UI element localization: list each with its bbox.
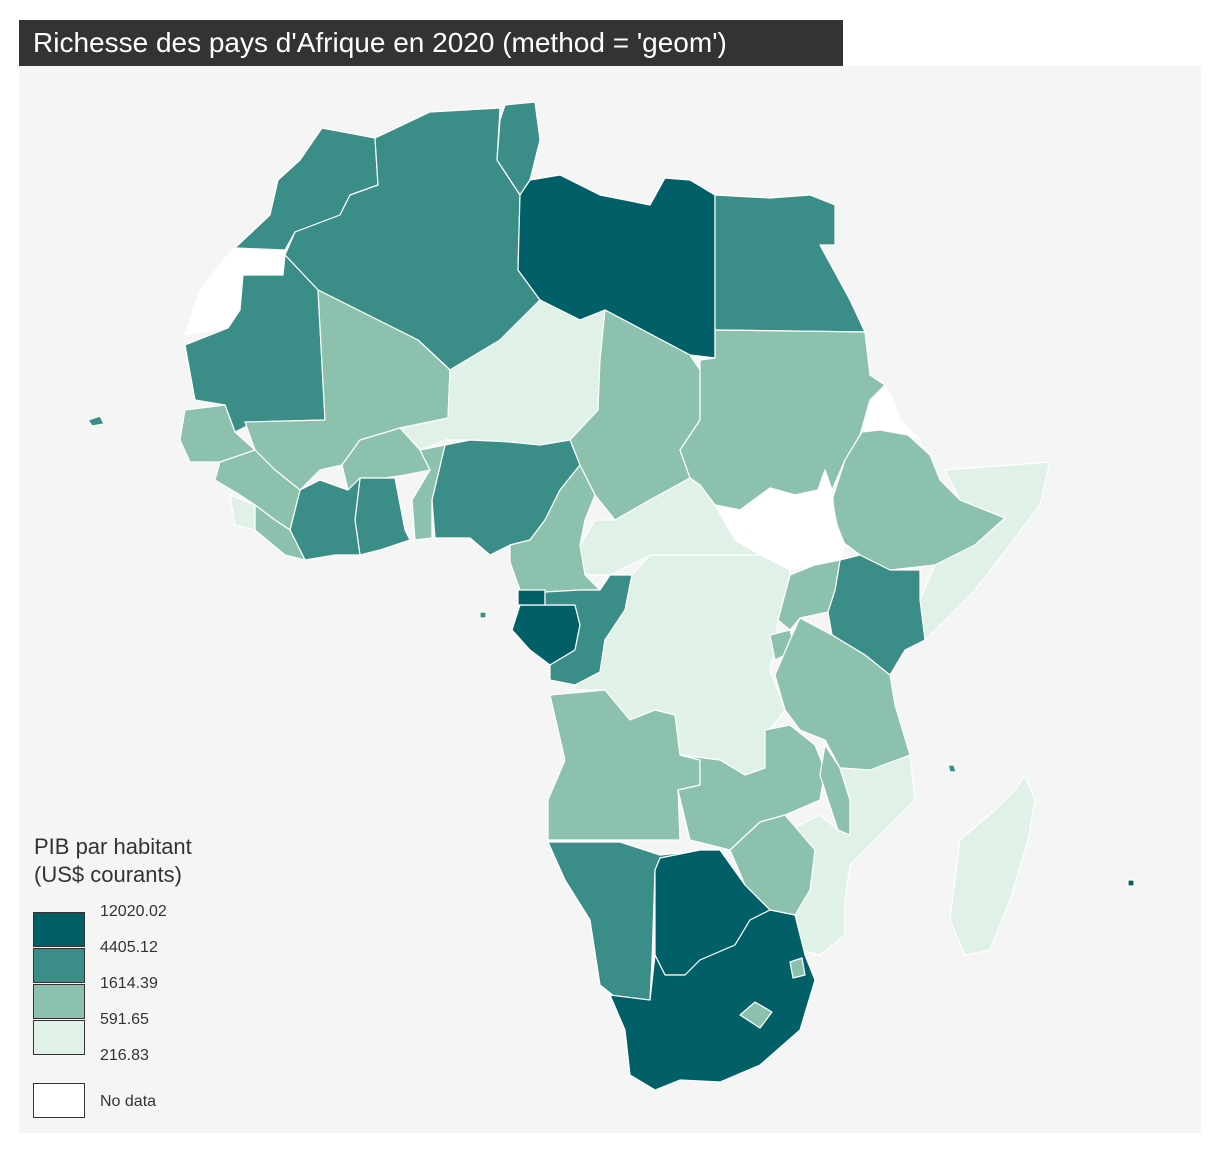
legend-title-line1: PIB par habitant (34, 834, 192, 859)
country-madagascar (949, 774, 1036, 956)
country-senegal (179, 404, 256, 463)
country-lesotho (739, 1001, 773, 1029)
map-title: Richesse des pays d'Afrique en 2020 (met… (19, 20, 843, 66)
country-cape-verde (87, 415, 105, 427)
country-sierra-leone (229, 494, 256, 531)
country-comoros (947, 764, 957, 773)
country-uganda (777, 559, 841, 631)
country-sao-tome (479, 611, 487, 619)
country-south-africa (609, 909, 816, 1091)
legend-swatch-class-3 (33, 984, 85, 1019)
legend-no-data-label: No data (100, 1093, 157, 1110)
legend-title: PIB par habitant (US$ courants) (34, 833, 192, 889)
legend-break-label: 12020.02 (100, 903, 167, 920)
legend-break-label: 591.65 (100, 1011, 149, 1028)
country-egypt (714, 194, 866, 333)
legend-break-label: 1614.39 (100, 975, 158, 992)
country-ghana (354, 477, 411, 556)
legend-swatch-class-1 (33, 912, 85, 947)
country-zambia (677, 724, 826, 851)
country-eswatini (789, 957, 806, 979)
legend-swatch-class-4 (33, 1020, 85, 1055)
country-mauritius (1127, 879, 1135, 887)
legend-swatch-class-2 (33, 948, 85, 983)
legend-title-line2: (US$ courants) (34, 862, 182, 887)
legend-break-label: 216.83 (100, 1047, 149, 1064)
country-eq-guinea (517, 589, 546, 606)
legend-break-label: 4405.12 (100, 939, 158, 956)
country-benin (411, 444, 446, 541)
legend-swatch-no-data (33, 1083, 85, 1118)
